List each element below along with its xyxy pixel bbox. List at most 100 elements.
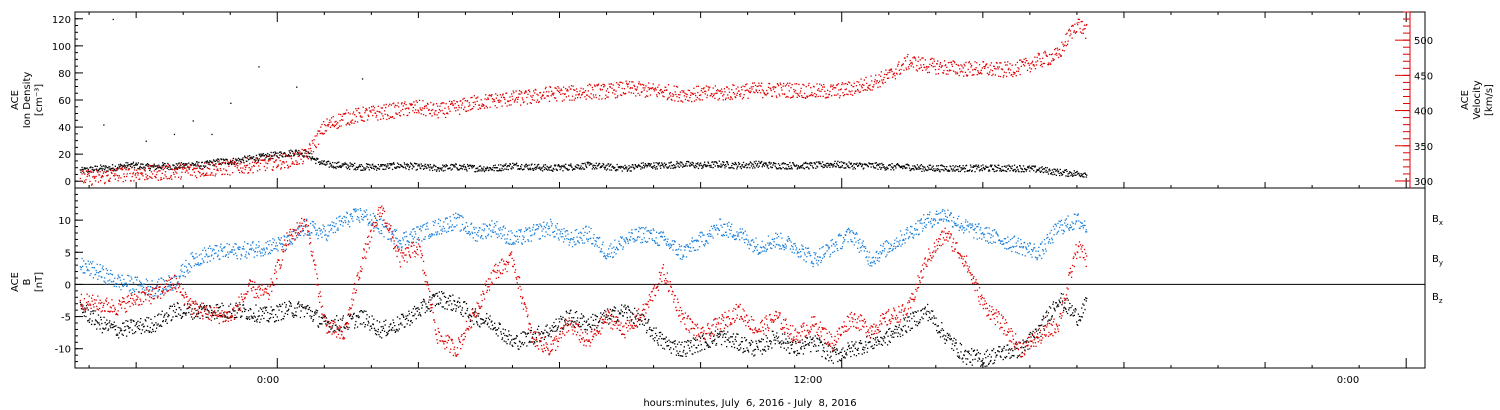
velocity-point [310, 147, 312, 150]
velocity-point [1037, 52, 1039, 55]
b-bx-point [741, 337, 743, 339]
density-point [113, 168, 115, 170]
b-bx-point [752, 350, 754, 352]
velocity-point [753, 91, 755, 93]
b-bx-point [292, 313, 294, 315]
velocity-point [356, 110, 358, 112]
b-bx-point [667, 345, 670, 347]
b-bx-point [461, 307, 464, 309]
b-bx-point [110, 327, 112, 329]
velocity-point [894, 78, 897, 80]
velocity-point [172, 171, 175, 174]
density-point [544, 166, 546, 169]
velocity-point [385, 103, 387, 106]
b-bx-point [535, 337, 538, 339]
density-point [784, 168, 786, 170]
density-point [921, 165, 924, 167]
density-point [606, 168, 609, 170]
b-bx-point [364, 326, 366, 328]
density-point [182, 166, 184, 168]
b-bx-point [159, 324, 162, 326]
b-bx-point [626, 312, 628, 314]
velocity-point [255, 157, 257, 159]
density-point [530, 164, 532, 166]
b-bx-point [378, 334, 380, 336]
velocity-point [863, 79, 865, 81]
velocity-point [759, 92, 762, 94]
density-point [766, 164, 768, 166]
density-point [153, 163, 155, 165]
velocity-point [539, 92, 541, 94]
density-point [799, 167, 801, 169]
b-bx-point [552, 330, 554, 332]
velocity-point [884, 73, 886, 75]
velocity-point [770, 89, 772, 92]
velocity-point [911, 63, 913, 65]
density-point [260, 153, 262, 155]
velocity-point [140, 172, 142, 174]
density-point [788, 168, 790, 170]
b-bx-point [140, 332, 142, 335]
density-point [117, 166, 119, 169]
density-point [157, 166, 159, 168]
velocity-point [817, 95, 819, 98]
density-point [543, 168, 545, 171]
velocity-point [458, 106, 460, 109]
density-point [855, 163, 858, 166]
density-point [903, 165, 905, 167]
velocity-point [177, 176, 180, 178]
b-bx-point [731, 336, 733, 338]
b-bx-point [251, 317, 253, 319]
density-point [534, 166, 536, 169]
b-bx-point [384, 324, 386, 326]
velocity-point [665, 86, 667, 88]
b-bx-point [627, 305, 629, 307]
velocity-point [530, 102, 532, 104]
density-point [316, 157, 318, 159]
velocity-point [830, 84, 832, 86]
velocity-point [297, 163, 299, 165]
velocity-point [636, 88, 638, 90]
velocity-point [1057, 49, 1059, 51]
density-point [212, 164, 214, 167]
velocity-point [1029, 67, 1031, 69]
b-bx-point [595, 318, 597, 321]
velocity-point [157, 179, 159, 181]
b-bx-point [672, 342, 674, 344]
velocity-point [381, 113, 383, 115]
b-bx-point [320, 316, 322, 319]
velocity-point [720, 92, 722, 94]
velocity-point [228, 162, 230, 164]
velocity-point [457, 104, 460, 107]
density-point [820, 163, 822, 165]
velocity-point [405, 104, 407, 106]
velocity-point [720, 88, 723, 90]
velocity-point [444, 107, 446, 109]
density-point [365, 163, 368, 165]
velocity-point [444, 116, 447, 119]
b-bx-point [271, 310, 273, 312]
velocity-point [600, 85, 602, 87]
density-point [476, 170, 478, 173]
density-point [954, 170, 956, 172]
b-bx-point [139, 328, 141, 331]
velocity-point [290, 155, 292, 158]
velocity-point [470, 97, 472, 99]
b-bx-point [262, 310, 264, 313]
density-point [1049, 170, 1051, 172]
velocity-point [638, 81, 640, 83]
b-bx-point [88, 319, 90, 321]
b-bx-point [589, 326, 591, 328]
density-point [998, 167, 1000, 170]
velocity-point [247, 171, 250, 174]
density-point [617, 169, 619, 171]
velocity-point [881, 79, 883, 81]
velocity-point [81, 173, 83, 175]
velocity-point [388, 117, 390, 120]
density-point [168, 164, 171, 167]
b-bx-point [387, 330, 390, 332]
b-bx-point [740, 341, 742, 343]
b-bx-point [652, 338, 654, 340]
density-point [280, 152, 282, 154]
density-point [108, 168, 110, 170]
